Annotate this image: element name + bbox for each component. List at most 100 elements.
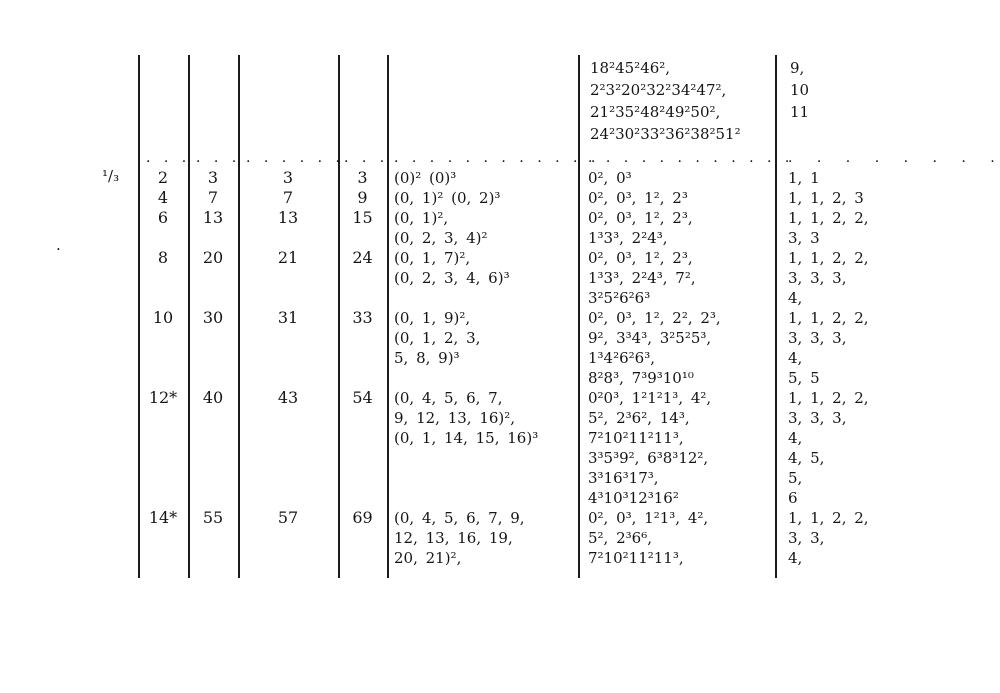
table-line: 15 (352, 208, 373, 227)
table-line: 5, 5 (788, 369, 820, 387)
cell-group3-c5: 15 (338, 208, 387, 248)
body-column-c8: 1, 1 1, 1, 2, 3 1, 1, 2, 2, 3, 3 1, 1, 2, 2,… (788, 168, 988, 568)
ellipsis-segment: . . . . . . . . . . . . (588, 150, 790, 166)
cell-group1-c8: 1, 1 (788, 168, 988, 188)
table-line: 69 (352, 508, 373, 527)
table-line: 1, 1, 2, 2, (788, 509, 869, 527)
cell-group2-c2: 4 (138, 188, 188, 208)
table-line: 14* (148, 508, 178, 527)
table-line: 33 (352, 308, 373, 327)
column-rule (238, 55, 240, 578)
cell-group5-c4: 31 (238, 308, 338, 388)
table-line: 43 (277, 388, 299, 407)
table-line: 1, 1, 2, 2, (788, 249, 869, 267)
cell-group1-c2: 2 (138, 168, 188, 188)
ellipsis-segment: . . . . . . . . . . . . (394, 150, 596, 166)
table-line: 3, 3, (788, 529, 825, 547)
table-line: 7²10²11²11³, (588, 549, 684, 567)
carryover-count-line: 9, (790, 59, 805, 77)
table-line: 9 (357, 188, 368, 207)
table-line: 12* (148, 388, 178, 407)
cell-group7-c8: 1, 1, 2, 2, 3, 3, 4, (788, 508, 988, 568)
column-rule (387, 55, 389, 578)
cell-group6-c4: 43 (238, 388, 338, 508)
table-line: 5², 2³6⁶, (588, 529, 652, 547)
table-line: 1³3³, 2²4³, 7², (588, 269, 696, 287)
table-line: 0²0³, 1²1²1³, 4², (588, 389, 712, 407)
table-line: 2 (157, 168, 169, 187)
cell-group6-c7: 0²0³, 1²1²1³, 4², 5², 2³6², 14³, 7²10²11²1… (588, 388, 775, 508)
cell-group1-c3: 3 (188, 168, 238, 188)
cell-group2-c4: 7 (238, 188, 338, 208)
carryover-product-line: 2²3²20²32²34²47², (590, 81, 727, 99)
cell-group4-c8: 1, 1, 2, 2, 3, 3, 3, 4, (788, 248, 988, 308)
table-line: 4, (788, 289, 803, 307)
cell-group3-c2: 6 (138, 208, 188, 248)
table-line: (0, 2, 3, 4)² (394, 229, 488, 247)
cell-group3-c6: (0, 1)², (0, 2, 3, 4)² (394, 208, 578, 248)
cell-group3-c3: 13 (188, 208, 238, 248)
table-line: 3²5²6²6³ (588, 289, 651, 307)
body-column-c6: (0)² (0)³ (0, 1)² (0, 2)³ (0, 1)², (0, 2, 3… (394, 168, 578, 568)
table-line: 4, 5, (788, 449, 825, 467)
table-line: 7²10²11²11³, (588, 429, 684, 447)
table-line: 1, 1, 2, 2, (788, 209, 869, 227)
table-line: 1³4²6²6³, (588, 349, 655, 367)
table-line: 5, 8, 9)³ (394, 349, 460, 367)
table-line: 1, 1, 2, 3 (788, 189, 864, 207)
body-column-c3: 3 7 13 20 30 40 55 (188, 168, 238, 568)
table-line: 0², 0³ (588, 169, 632, 187)
body-column-c2: 2 4 6 8 10 12* 14* (138, 168, 188, 568)
body-column-c4: 3 7 13 21 31 43 57 (238, 168, 338, 568)
table-line: 30 (202, 308, 224, 327)
table-line: (0, 1, 9)², (394, 309, 471, 327)
cell-group5-c2: 10 (138, 308, 188, 388)
table-line: 4, (788, 549, 803, 567)
column-rule (775, 55, 777, 578)
cell-group1-c5: 3 (338, 168, 387, 188)
table-line: (0, 1, 14, 15, 16)³ (394, 429, 539, 447)
table-line: 3³5³9², 6³8³12², (588, 449, 709, 467)
table-line: 1, 1 (788, 169, 820, 187)
cell-group6-c6: (0, 4, 5, 6, 7, 9, 12, 13, 16)², (0, 1, 14… (394, 388, 578, 508)
cell-group3-c4: 13 (238, 208, 338, 248)
table-line: 0², 0³, 1²1³, 4², (588, 509, 709, 527)
cell-group2-c8: 1, 1, 2, 3 (788, 188, 988, 208)
cell-group4-c4: 21 (238, 248, 338, 308)
table-line: 7 (207, 188, 219, 207)
table-line: 12, 13, 16, 19, (394, 529, 513, 547)
table-line: 9, 12, 13, 16)², (394, 409, 516, 427)
ellipsis-segment: . . . . . . (246, 150, 340, 166)
cell-group5-c7: 0², 0³, 1², 2², 2³, 9², 3³4³, 3²5²5³, 1³4²… (588, 308, 775, 388)
table-line: 7 (282, 188, 294, 207)
table-line: 4, (788, 349, 803, 367)
cell-group5-c5: 33 (338, 308, 387, 388)
cell-group7-c6: (0, 4, 5, 6, 7, 9, 12, 13, 16, 19, 20, 21)… (394, 508, 578, 568)
table-line: 0², 0³, 1², 2³ (588, 189, 688, 207)
table-line: 31 (277, 308, 299, 327)
table-line: 3, 3, 3, (788, 269, 847, 287)
table-line: 3, 3, 3, (788, 329, 847, 347)
cell-group1-c4: 3 (238, 168, 338, 188)
cell-group2-c3: 7 (188, 188, 238, 208)
cell-group6-c2: 12* (138, 388, 188, 508)
carryover-product-line: 18²45²46², (590, 59, 671, 77)
table-line: 10 (152, 308, 174, 327)
stray-period-mark: . (56, 236, 61, 254)
ellipsis-segment: . . . (196, 150, 237, 166)
table-line: 3³16³17³, (588, 469, 659, 487)
table-line: 54 (352, 388, 373, 407)
ellipsis-segment: . . . (146, 150, 187, 166)
cell-group2-c5: 9 (338, 188, 387, 208)
cell-group7-c4: 57 (238, 508, 338, 568)
table-line: 4 (157, 188, 169, 207)
cell-group2-c7: 0², 0³, 1², 2³ (588, 188, 775, 208)
table-line: 55 (202, 508, 224, 527)
ellipsis-segment: . . . . . . . . (788, 150, 995, 166)
table-line: (0, 2, 3, 4, 6)³ (394, 269, 510, 287)
table-line: 1, 1, 2, 2, (788, 309, 869, 327)
cell-group5-c6: (0, 1, 9)², (0, 1, 2, 3, 5, 8, 9)³ (394, 308, 578, 388)
column-rule (578, 55, 580, 578)
table-line: 3 (282, 168, 294, 187)
